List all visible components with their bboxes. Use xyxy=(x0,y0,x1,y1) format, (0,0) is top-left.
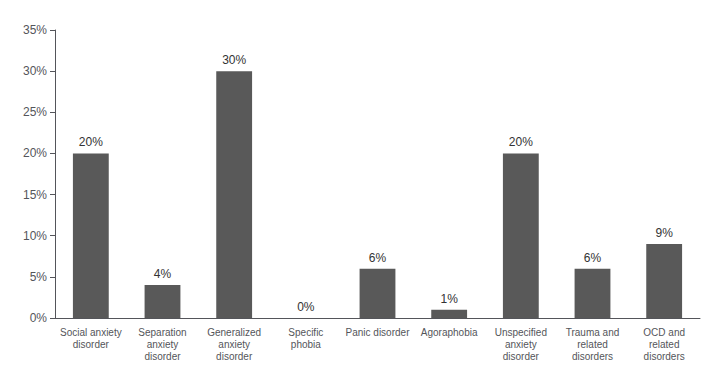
svg-text:15%: 15% xyxy=(23,188,47,202)
svg-text:35%: 35% xyxy=(23,23,47,37)
svg-text:20%: 20% xyxy=(79,135,103,149)
svg-text:OCD and: OCD and xyxy=(643,327,685,338)
svg-text:10%: 10% xyxy=(23,229,47,243)
svg-text:25%: 25% xyxy=(23,105,47,119)
svg-text:phobia: phobia xyxy=(291,339,321,350)
svg-text:disorders: disorders xyxy=(572,351,613,362)
svg-text:9%: 9% xyxy=(655,226,673,240)
svg-text:30%: 30% xyxy=(222,53,246,67)
svg-text:Separation: Separation xyxy=(138,327,186,338)
svg-text:Panic disorder: Panic disorder xyxy=(346,327,411,338)
svg-text:0%: 0% xyxy=(30,311,48,325)
svg-text:4%: 4% xyxy=(154,267,172,281)
svg-text:Trauma and: Trauma and xyxy=(566,327,620,338)
svg-text:6%: 6% xyxy=(369,251,387,265)
svg-text:6%: 6% xyxy=(584,251,602,265)
svg-text:Unspecified: Unspecified xyxy=(495,327,547,338)
svg-text:disorder: disorder xyxy=(216,351,253,362)
svg-text:anxiety: anxiety xyxy=(218,339,250,350)
svg-text:30%: 30% xyxy=(23,64,47,78)
svg-text:0%: 0% xyxy=(297,300,315,314)
svg-text:1%: 1% xyxy=(440,292,458,306)
svg-text:related: related xyxy=(577,339,608,350)
svg-text:disorder: disorder xyxy=(503,351,540,362)
svg-text:Agoraphobia: Agoraphobia xyxy=(421,327,478,338)
svg-text:20%: 20% xyxy=(23,146,47,160)
svg-text:disorders: disorders xyxy=(644,351,685,362)
svg-text:Specific: Specific xyxy=(288,327,323,338)
svg-text:anxiety: anxiety xyxy=(147,339,179,350)
svg-text:related: related xyxy=(649,339,680,350)
svg-text:5%: 5% xyxy=(30,270,48,284)
svg-text:Generalized: Generalized xyxy=(207,327,261,338)
svg-text:Social anxiety: Social anxiety xyxy=(60,327,122,338)
svg-text:20%: 20% xyxy=(509,135,533,149)
svg-text:disorder: disorder xyxy=(73,339,110,350)
svg-text:disorder: disorder xyxy=(144,351,181,362)
svg-text:anxiety: anxiety xyxy=(505,339,537,350)
